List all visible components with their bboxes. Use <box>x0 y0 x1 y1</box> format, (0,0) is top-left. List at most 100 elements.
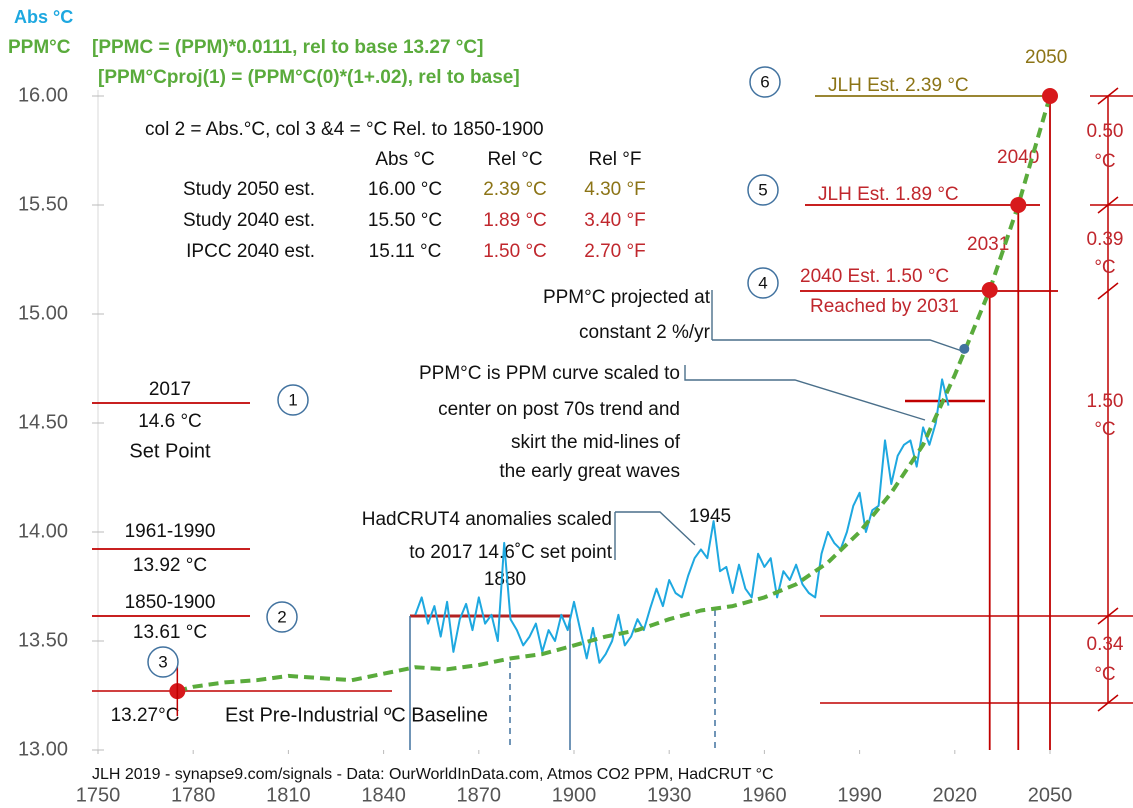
key-point <box>1010 197 1027 213</box>
span-unit: °C <box>1094 257 1115 278</box>
ref-label: 13.61 °C <box>133 622 207 643</box>
number-label: 5 <box>758 180 767 199</box>
ref-label: Set Point <box>129 440 211 462</box>
note: to 2017 14.6˚C set point <box>409 542 613 563</box>
span-tick <box>1097 282 1119 300</box>
note: 1880 <box>484 569 526 590</box>
x-tick-label: 1810 <box>266 784 311 806</box>
leader-line <box>614 511 696 560</box>
note: the early great waves <box>499 461 680 482</box>
note: PPM°C projected at <box>543 287 711 308</box>
table-header: Rel °F <box>589 149 642 170</box>
number-badge <box>749 66 781 98</box>
number-badge <box>747 174 779 206</box>
ref-label: 13.27°C <box>111 705 180 726</box>
x-tick-label: 2020 <box>933 784 978 806</box>
y-tick-label: 16.00 <box>18 84 68 106</box>
x-tick-label: 1990 <box>837 784 882 806</box>
table-cell: 4.30 °F <box>584 179 645 200</box>
table-header: Abs °C <box>375 149 434 170</box>
table-cell: IPCC 2040 est. <box>186 241 315 262</box>
ref-label: 13.92 °C <box>133 555 207 576</box>
span-tick <box>1097 196 1119 214</box>
span-tick <box>1097 87 1119 105</box>
series-label: Abs °C <box>14 7 73 27</box>
subtitle: [PPM°Cproj(1) = (PPM°C(0)*(1+.02), rel t… <box>98 67 520 88</box>
x-tick-label: 1930 <box>647 784 692 806</box>
table-caption: col 2 = Abs.°C, col 3 &4 = °C Rel. to 18… <box>145 119 544 140</box>
series-line <box>176 95 1052 694</box>
table-header: Rel °C <box>487 149 542 170</box>
series-label: PPM°C <box>8 37 71 58</box>
note: center on post 70s trend and <box>438 399 680 420</box>
number-badge <box>266 601 298 633</box>
footer: JLH 2019 - synapse9.com/signals - Data: … <box>92 766 774 783</box>
key-point <box>1042 88 1058 104</box>
span-unit: °C <box>1094 419 1115 440</box>
number-label: 4 <box>758 273 767 292</box>
ref-label: 1961-1990 <box>125 521 216 542</box>
target-label: JLH Est. 2.39 °C <box>828 75 969 96</box>
x-tick-label: 1870 <box>457 784 502 806</box>
leader-line <box>712 339 966 353</box>
subtitle: [PPMC = (PPM)*0.0111, rel to base 13.27 … <box>92 37 483 58</box>
table-cell: Study 2050 est. <box>183 179 315 200</box>
projection-point <box>959 343 970 354</box>
number-label: 2 <box>277 607 286 626</box>
y-tick-label: 15.00 <box>18 302 68 324</box>
x-tick-label: 1960 <box>742 784 787 806</box>
table-cell: 1.50 °C <box>483 241 547 262</box>
table-cell: 1.89 °C <box>483 210 547 231</box>
x-tick-label: 1780 <box>171 784 216 806</box>
number-badge <box>277 384 309 416</box>
leader-line <box>684 365 926 421</box>
table-cell: 2.70 °F <box>584 241 645 262</box>
span-label: 1.50 <box>1087 391 1124 412</box>
table-cell: 15.50 °C <box>368 210 442 231</box>
year-label: 2050 <box>1025 47 1067 68</box>
target-label: JLH Est. 1.89 °C <box>818 184 959 205</box>
note: PPM°C is PPM curve scaled to <box>419 363 680 384</box>
table-cell: 2.39 °C <box>483 179 547 200</box>
year-label: 2031 <box>967 234 1009 255</box>
y-tick-label: 15.50 <box>18 193 68 215</box>
table-cell: Study 2040 est. <box>183 210 315 231</box>
table-cell: 16.00 °C <box>368 179 442 200</box>
x-tick-label: 2050 <box>1028 784 1073 806</box>
span-label: 0.34 <box>1087 634 1124 655</box>
ref-label: 2017 <box>149 379 191 400</box>
span-label: 0.50 <box>1087 121 1124 142</box>
x-tick-label: 1840 <box>361 784 406 806</box>
table-cell: 15.11 °C <box>369 241 442 262</box>
x-tick-label: 1900 <box>552 784 597 806</box>
y-tick-label: 14.50 <box>18 411 68 433</box>
ref-label: 1850-1900 <box>125 592 216 613</box>
span-label: 0.39 <box>1087 229 1124 250</box>
target-label: 2040 Est. 1.50 °C <box>800 266 949 287</box>
note: constant 2 %/yr <box>579 322 711 343</box>
y-tick-label: 14.00 <box>18 520 68 542</box>
table-cell: 3.40 °F <box>584 210 645 231</box>
y-tick-label: 13.00 <box>18 738 68 760</box>
number-label: 1 <box>288 390 297 409</box>
span-unit: °C <box>1094 664 1115 685</box>
span-tick <box>1097 607 1119 625</box>
series-line <box>414 378 950 664</box>
target-label: Reached by 2031 <box>810 296 959 317</box>
number-badge <box>147 646 179 678</box>
note: HadCRUT4 anomalies scaled <box>362 509 612 530</box>
note: skirt the mid-lines of <box>511 432 681 453</box>
note: 1945 <box>689 506 731 527</box>
span-tick <box>1097 694 1119 712</box>
table: Study 2050 est. 16.00 °C 2.39 °C 4.30 °F Stu… <box>183 179 646 262</box>
number-label: 6 <box>760 72 769 91</box>
baseline-label: Est Pre-Industrial ºC Baseline <box>225 704 488 726</box>
y-tick-label: 13.50 <box>18 629 68 651</box>
number-label: 3 <box>158 652 167 671</box>
x-tick-label: 1750 <box>76 784 121 806</box>
number-badge <box>747 267 779 299</box>
ref-label: 14.6 °C <box>138 411 202 432</box>
span-unit: °C <box>1094 151 1115 172</box>
